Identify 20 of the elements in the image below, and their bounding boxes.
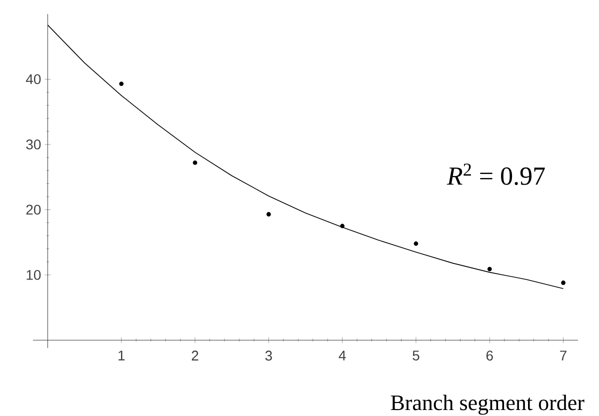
x-tick-label: 1: [118, 350, 125, 360]
point: [192, 160, 198, 165]
point: [266, 212, 271, 216]
point: [414, 241, 418, 246]
point: [561, 280, 566, 285]
y-tick-label: 10: [26, 270, 41, 280]
point: [340, 224, 345, 228]
y-tick-label: 40: [26, 74, 41, 84]
x-tick-label: 6: [486, 350, 493, 361]
y-tick-label: 30: [26, 139, 41, 150]
y-tick-label: 20: [26, 204, 41, 215]
x-tick-label: 4: [338, 350, 346, 360]
x-tick-label: 3: [265, 350, 272, 361]
x-tick-label: 5: [412, 350, 420, 360]
x-tick-label: 2: [192, 350, 198, 360]
point: [487, 266, 492, 272]
annotation: R$^{2}$ = 0.97: [446, 164, 545, 186]
x-tick-label: 7: [560, 350, 566, 360]
x-axis-title: Branch segment order: [390, 394, 584, 415]
point: [119, 82, 124, 86]
